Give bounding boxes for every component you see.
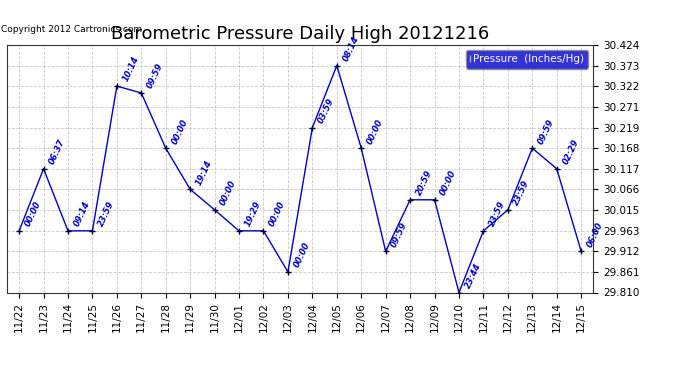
- Text: 19:29: 19:29: [243, 200, 263, 228]
- Text: 00:00: 00:00: [292, 241, 312, 269]
- Text: 23:44: 23:44: [463, 261, 483, 290]
- Text: 23:59: 23:59: [97, 200, 116, 228]
- Text: 06:00: 06:00: [585, 220, 605, 249]
- Text: 00:00: 00:00: [439, 169, 458, 197]
- Title: Barometric Pressure Daily High 20121216: Barometric Pressure Daily High 20121216: [111, 26, 489, 44]
- Text: 00:00: 00:00: [170, 117, 190, 146]
- Text: 20:59: 20:59: [414, 169, 434, 197]
- Text: 03:59: 03:59: [317, 97, 336, 125]
- Text: 00:00: 00:00: [219, 179, 238, 207]
- Text: 19:14: 19:14: [195, 158, 214, 186]
- Text: 02:29: 02:29: [561, 138, 580, 166]
- Text: 00:00: 00:00: [268, 200, 287, 228]
- Text: 09:59: 09:59: [390, 220, 409, 249]
- Text: 06:37: 06:37: [48, 138, 67, 166]
- Legend: Pressure  (Inches/Hg): Pressure (Inches/Hg): [466, 50, 588, 69]
- Text: 08:14: 08:14: [341, 34, 360, 63]
- Text: 23:59: 23:59: [512, 179, 531, 207]
- Text: 09:14: 09:14: [72, 200, 92, 228]
- Text: 10:14: 10:14: [121, 55, 141, 83]
- Text: Copyright 2012 Cartronics.com: Copyright 2012 Cartronics.com: [1, 25, 142, 34]
- Text: 00:00: 00:00: [23, 200, 43, 228]
- Text: 23:59: 23:59: [488, 200, 507, 228]
- Text: 09:59: 09:59: [146, 62, 165, 90]
- Text: 00:00: 00:00: [366, 117, 385, 146]
- Text: 09:59: 09:59: [536, 117, 556, 146]
